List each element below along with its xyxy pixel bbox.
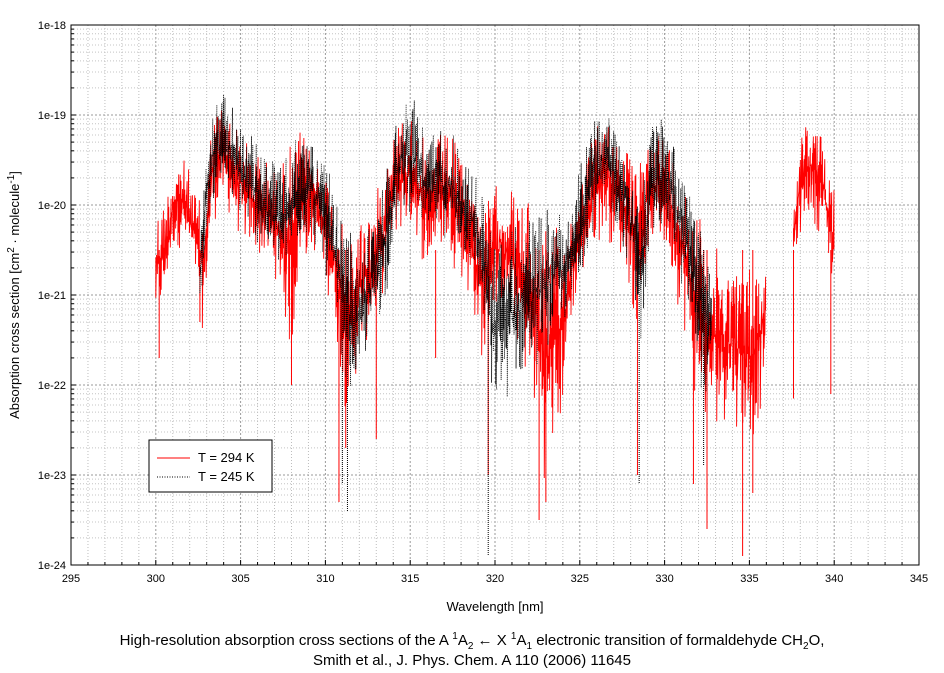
x-tick-label: 335 bbox=[740, 573, 758, 585]
absorption-chart: 295 300 305 310 315 320 325 330 335 340 345 1e-18 1e… bbox=[6, 20, 929, 614]
x-tick-label: 340 bbox=[825, 573, 843, 585]
y-tick-label: 1e-18 bbox=[38, 20, 66, 32]
axes: 295 300 305 310 315 320 325 330 335 340 345 1e-18 1e… bbox=[38, 20, 928, 585]
x-tick-label: 320 bbox=[486, 573, 504, 585]
x-axis-title: Wavelength [nm] bbox=[446, 599, 543, 614]
legend-label-245k: T = 245 K bbox=[198, 469, 255, 484]
x-tick-label: 325 bbox=[571, 573, 589, 585]
x-tick-label: 315 bbox=[401, 573, 419, 585]
y-tick-label: 1e-22 bbox=[38, 380, 66, 392]
figure-caption-line-2: Smith et al., J. Phys. Chem. A 110 (2006… bbox=[313, 652, 631, 669]
legend: T = 294 K T = 245 K bbox=[148, 439, 273, 493]
figure-caption-line-1: High-resolution absorption cross section… bbox=[119, 631, 825, 652]
x-tick-label: 330 bbox=[655, 573, 673, 585]
legend-label-294k: T = 294 K bbox=[198, 450, 255, 465]
x-tick-label: 310 bbox=[316, 573, 334, 585]
x-tick-label: 305 bbox=[231, 573, 249, 585]
series-294k-line-segment2 bbox=[793, 127, 835, 274]
series-245k-line bbox=[199, 94, 712, 397]
x-tick-label: 295 bbox=[62, 573, 80, 585]
series-layer bbox=[155, 94, 835, 556]
y-tick-label: 1e-20 bbox=[38, 200, 66, 212]
y-axis-title: Absorption cross section [cm2 · molecule… bbox=[6, 171, 22, 419]
x-tick-label: 345 bbox=[910, 573, 928, 585]
x-tick-label: 300 bbox=[147, 573, 165, 585]
y-tick-label: 1e-19 bbox=[38, 110, 66, 122]
y-tick-label: 1e-23 bbox=[38, 470, 66, 482]
y-tick-label: 1e-21 bbox=[38, 290, 66, 302]
y-tick-label: 1e-24 bbox=[38, 560, 66, 572]
